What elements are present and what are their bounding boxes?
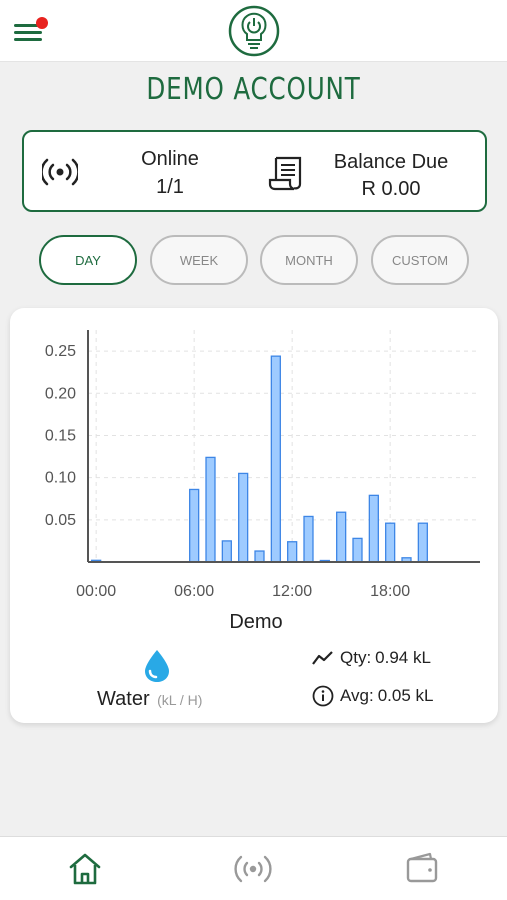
y-tick-label: 0.10	[45, 470, 76, 487]
bar	[303, 515, 314, 563]
online-value: 1/1	[156, 176, 184, 198]
usage-bar-chart[interactable]: 0.05 0.10 0.15 0.20 0.25 00:00 06:00 12:00 18:00…	[10, 308, 498, 643]
bar	[368, 494, 379, 563]
balance-label: Balance Due	[333, 151, 449, 173]
bar	[189, 488, 200, 563]
x-tick-label: 18:00	[370, 583, 410, 600]
tab-month[interactable]: MONTH	[260, 235, 358, 285]
menu-line	[14, 24, 42, 27]
qty-value: 0.94 kL	[375, 648, 431, 667]
home-icon[interactable]	[65, 849, 105, 889]
bar	[352, 537, 363, 563]
online-label: Online	[141, 148, 199, 170]
trend-line-icon	[312, 651, 333, 665]
x-axis-label: Demo	[229, 611, 282, 633]
x-tick-label: 12:00	[272, 583, 312, 600]
period-tabs: DAY WEEK MONTH CUSTOM	[0, 235, 507, 285]
bar	[385, 522, 396, 563]
bottom-nav	[0, 836, 507, 900]
bar	[336, 511, 347, 563]
meter-unit-label: (kL / H)	[157, 692, 203, 708]
tab-day[interactable]: DAY	[39, 235, 137, 285]
top-bar	[0, 0, 507, 62]
balance-value: R 0.00	[361, 178, 421, 200]
signal-broadcast-icon	[42, 158, 78, 186]
avg-stat: Avg: 0.05 kL	[312, 685, 433, 707]
y-tick-label: 0.15	[45, 427, 76, 444]
bar	[205, 456, 216, 563]
bar	[221, 540, 232, 563]
meter-type-label: Water	[97, 688, 150, 710]
bar	[287, 541, 298, 563]
bar	[417, 522, 428, 563]
notification-dot	[36, 17, 48, 29]
signal-broadcast-icon[interactable]	[233, 849, 273, 889]
y-tick-label: 0.25	[45, 343, 76, 360]
avg-label: Avg:	[340, 686, 374, 705]
status-card: Online 1/1 Balance Due R 0.00	[22, 130, 487, 212]
page-title: DEMO ACCOUNT	[146, 72, 361, 107]
menu-line	[14, 31, 42, 34]
menu-line	[14, 38, 42, 41]
y-tick-label: 0.20	[45, 385, 76, 402]
bar	[238, 472, 249, 563]
receipt-icon	[268, 156, 302, 191]
menu-button[interactable]	[12, 17, 48, 46]
info-circle-icon	[312, 685, 334, 707]
water-drop-icon	[145, 650, 169, 682]
y-tick-label: 0.05	[45, 512, 76, 529]
meter-type: Water (kL / H)	[97, 688, 202, 711]
wallet-icon[interactable]	[402, 849, 442, 889]
avg-value: 0.05 kL	[377, 686, 434, 705]
qty-stat: Qty: 0.94 kL	[312, 648, 431, 668]
tab-custom[interactable]: CUSTOM	[371, 235, 469, 285]
bar	[254, 550, 265, 563]
qty-label: Qty:	[340, 648, 372, 667]
bar	[270, 355, 281, 563]
tab-week[interactable]: WEEK	[150, 235, 248, 285]
usage-chart-card: 0.05 0.10 0.15 0.20 0.25 00:00 06:00 12:00 18:00…	[10, 308, 498, 723]
x-tick-label: 06:00	[174, 583, 214, 600]
x-tick-label: 00:00	[76, 583, 116, 600]
power-bulb-logo-icon	[228, 5, 280, 57]
